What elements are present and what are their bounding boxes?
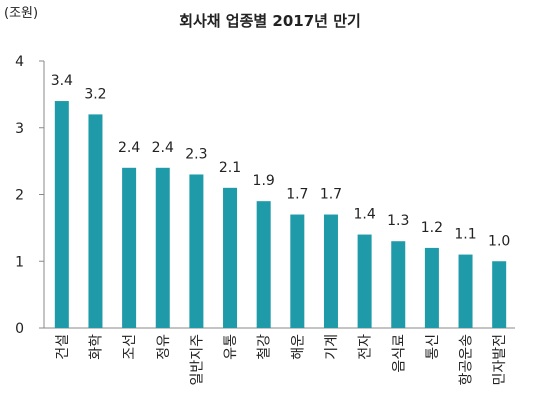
data-label: 2.4 [118, 140, 140, 156]
bar [155, 167, 170, 328]
x-tick-label: 민자발전 [492, 334, 508, 386]
chart-title: 회사채 업종별 2017년 만기 [179, 12, 361, 30]
unit-label: (조원) [4, 6, 38, 21]
data-label: 3.2 [84, 86, 106, 102]
bar [189, 174, 204, 328]
x-tick-label: 건설 [55, 334, 71, 360]
x-tick-label: 전자 [358, 334, 374, 360]
y-tick-label: 3 [15, 121, 24, 137]
bar [458, 254, 473, 328]
data-label: 1.4 [353, 207, 375, 223]
y-tick-label: 1 [15, 254, 24, 270]
x-axis-labels: 건설 화학 조선 정유 일반지주 유통 철강 해운 기계 전자 음식료 통신 항공운송 민자발전 [55, 334, 508, 386]
data-label: 1.1 [454, 227, 476, 243]
data-label: 1.3 [387, 213, 409, 229]
data-label: 2.1 [219, 160, 241, 176]
data-label: 1.7 [286, 187, 308, 203]
data-label: 1.2 [421, 220, 443, 236]
x-tick-label: 일반지주 [189, 334, 205, 386]
x-tick-label: 정유 [156, 334, 172, 360]
x-tick-label: 음식료 [391, 334, 407, 373]
bar [290, 214, 305, 328]
data-label: 1.7 [320, 187, 342, 203]
y-tick-label: 2 [15, 188, 24, 204]
bars [54, 101, 507, 329]
bar [357, 234, 372, 328]
x-tick-label: 철강 [257, 334, 273, 360]
data-labels: 3.4 3.2 2.4 2.4 2.3 2.1 1.9 1.7 1.7 1.4 1.3 1.2 1.1 1… [51, 73, 511, 249]
bar [88, 114, 103, 329]
y-tick-label: 0 [15, 321, 24, 337]
bar [323, 214, 338, 328]
x-tick-label: 통신 [425, 334, 441, 360]
x-tick-label: 조선 [122, 334, 138, 360]
bar [492, 261, 507, 328]
x-tick-label: 기계 [324, 334, 340, 360]
x-tick-label: 유통 [223, 334, 239, 360]
y-tick-label: 4 [15, 54, 24, 70]
x-tick-label: 항공운송 [459, 334, 475, 386]
bar [54, 101, 69, 328]
bar [256, 201, 271, 328]
bar [391, 241, 406, 328]
data-label: 2.3 [185, 146, 207, 162]
bar [122, 167, 137, 328]
data-label: 1.0 [488, 233, 510, 249]
x-tick-label: 화학 [88, 334, 104, 360]
data-label: 3.4 [51, 73, 73, 89]
bar [223, 187, 238, 328]
x-tick-label: 해운 [290, 334, 306, 360]
data-label: 2.4 [152, 140, 174, 156]
bar [424, 247, 439, 328]
data-label: 1.9 [253, 173, 275, 189]
